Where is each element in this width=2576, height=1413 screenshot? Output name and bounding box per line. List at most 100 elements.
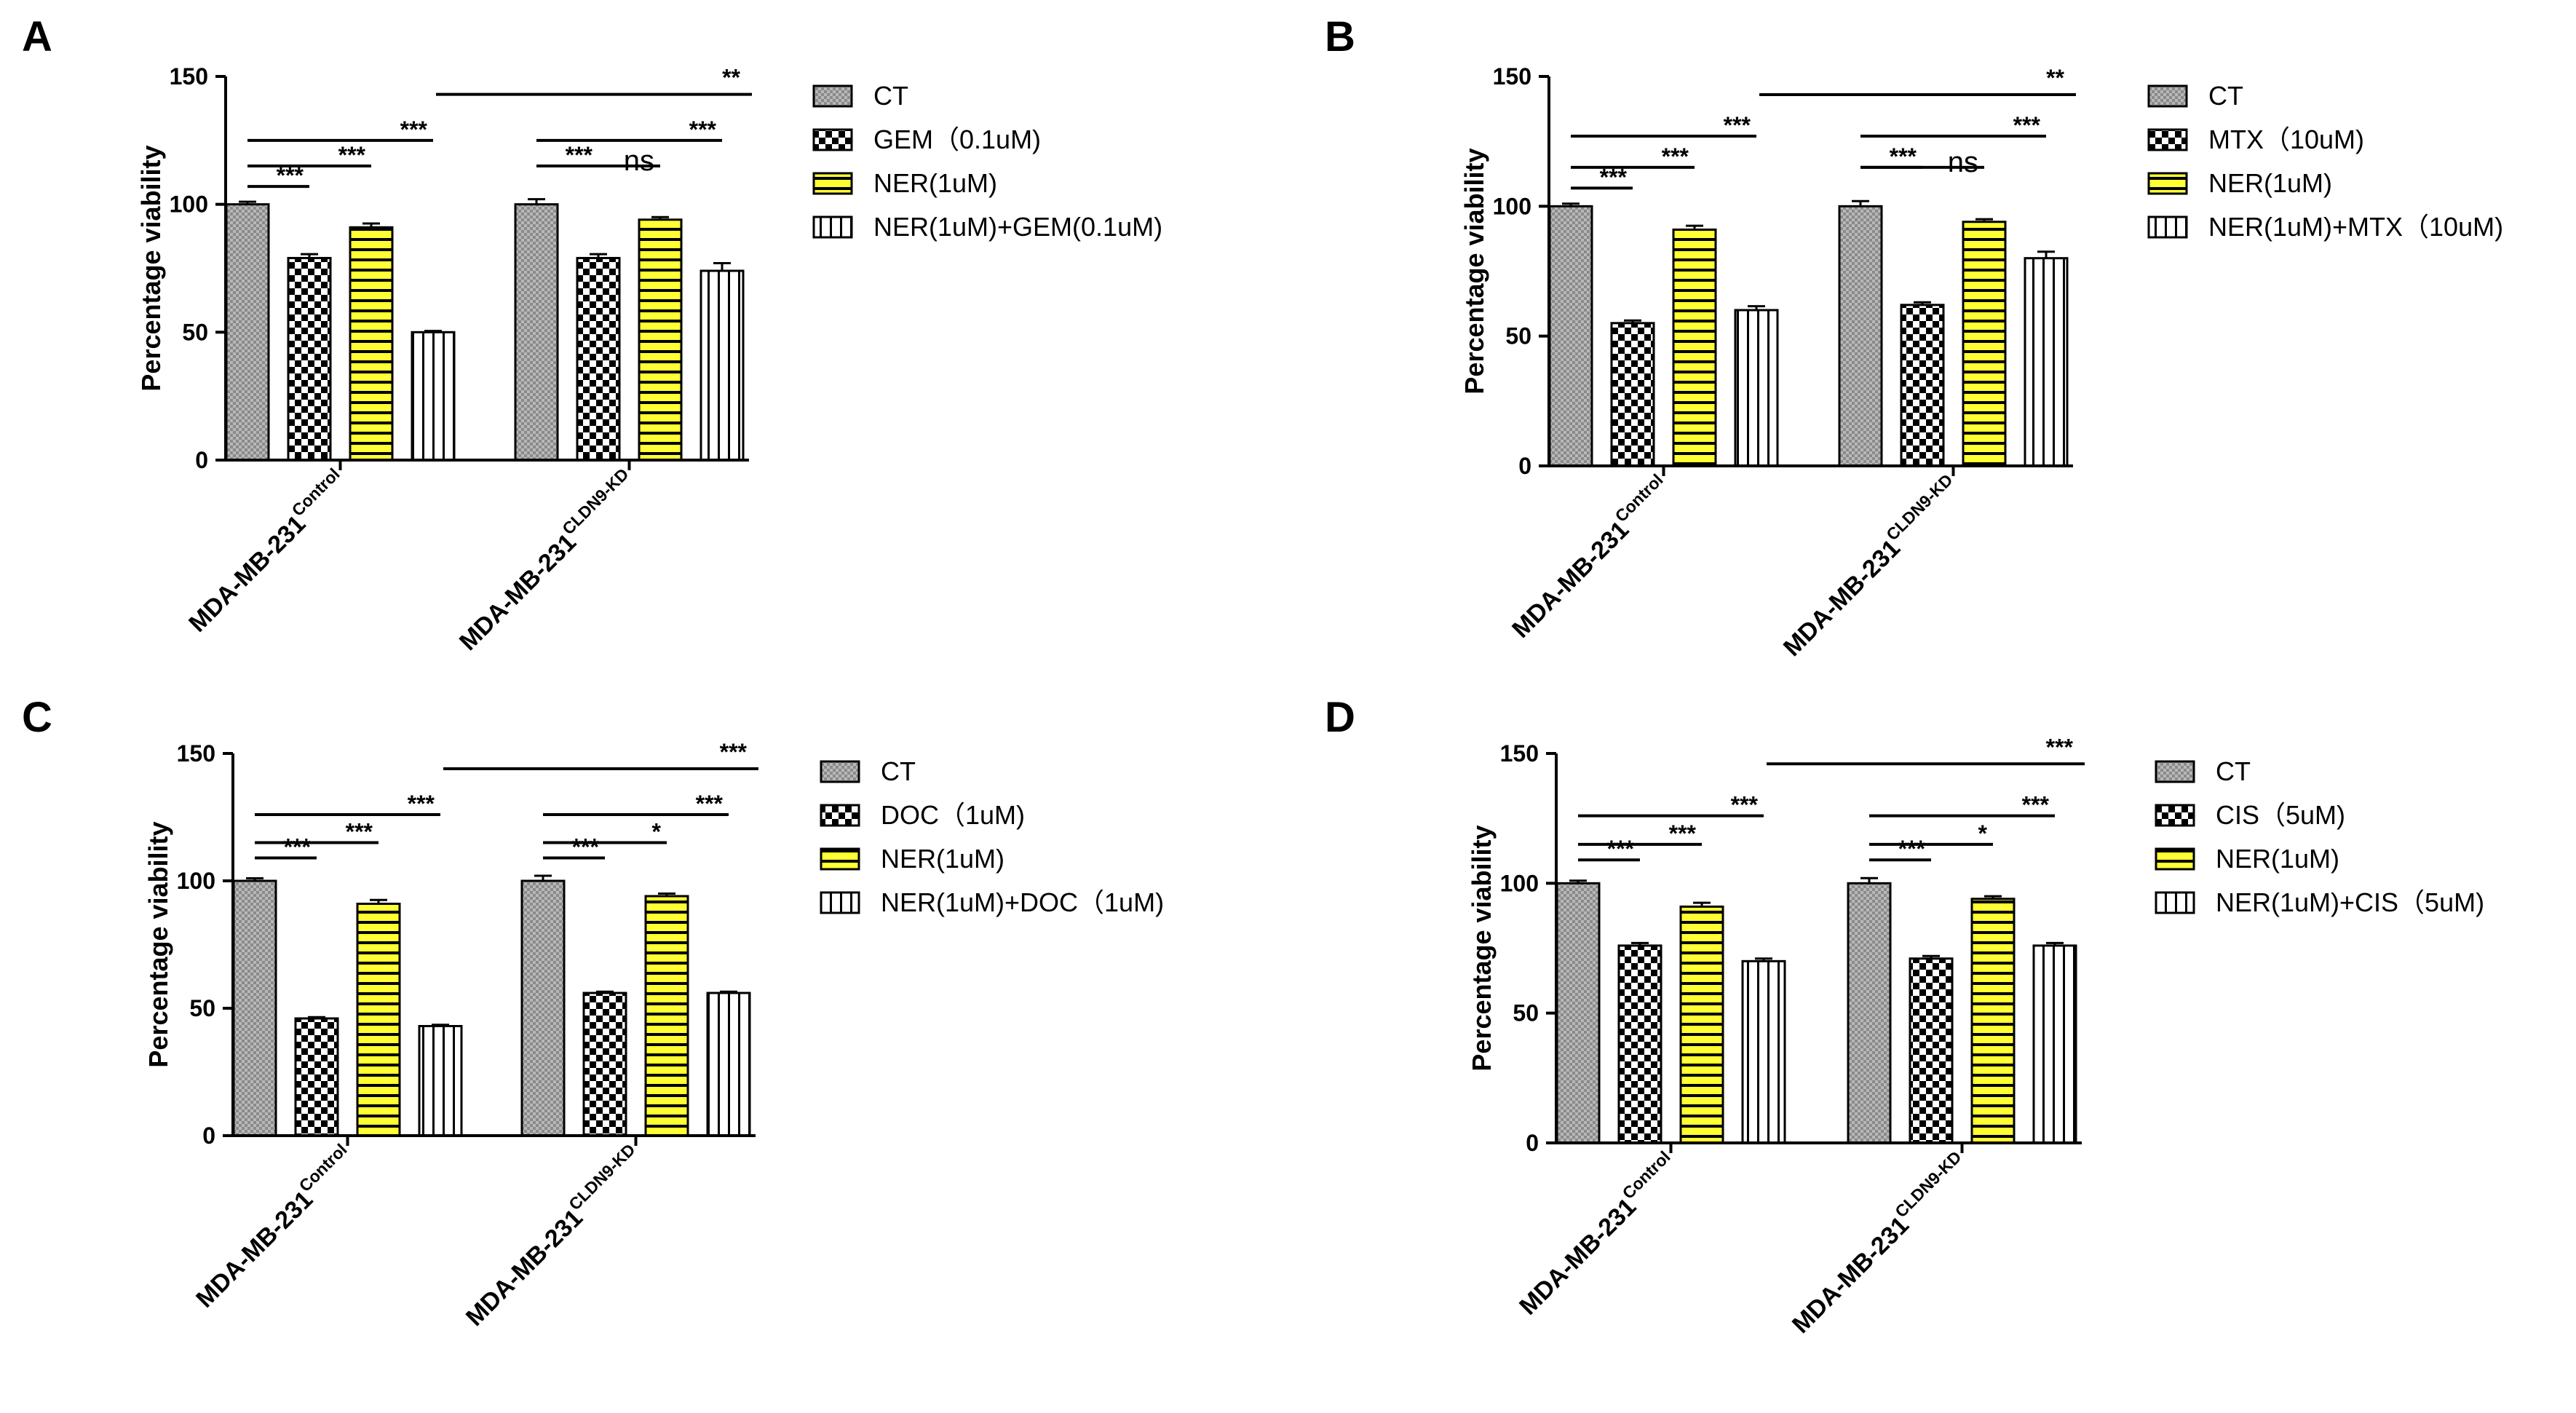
bar bbox=[349, 226, 394, 462]
bar bbox=[294, 1017, 339, 1137]
y-tick-label: 150 bbox=[177, 740, 215, 767]
significance-label: *** bbox=[408, 791, 435, 817]
y-tick-label: 150 bbox=[1493, 63, 1531, 90]
bar bbox=[418, 1025, 463, 1137]
significance-label: ns bbox=[1948, 146, 1978, 178]
group-label-superscript: Control bbox=[296, 1140, 351, 1195]
bar bbox=[1610, 322, 1655, 467]
significance-label: *** bbox=[720, 739, 748, 765]
legend-label: NER(1uM) bbox=[2216, 844, 2339, 874]
legend-label: NER(1uM)+CIS（5uM) bbox=[2216, 887, 2484, 917]
significance-label: *** bbox=[689, 116, 717, 143]
group-label: MDA-MB-231CLDN9-KD bbox=[1783, 1147, 1975, 1339]
legend-swatch bbox=[820, 847, 860, 871]
y-tick-label: 0 bbox=[1518, 453, 1531, 479]
panel-letter: C bbox=[22, 694, 52, 741]
legend-swatch bbox=[2147, 215, 2188, 239]
legend-label: GEM（0.1uM) bbox=[873, 124, 1041, 154]
significance-label: * bbox=[1978, 820, 1988, 847]
legend-swatch bbox=[2147, 84, 2188, 108]
y-tick-label: 100 bbox=[177, 868, 215, 894]
significance-label: *** bbox=[1724, 112, 1751, 138]
bar bbox=[2032, 944, 2077, 1144]
group-label-base: MDA-MB-231 bbox=[1507, 516, 1634, 644]
panel-letter: B bbox=[1325, 13, 1355, 60]
bar bbox=[1555, 882, 1601, 1144]
bar bbox=[706, 992, 751, 1137]
bar bbox=[1679, 905, 1724, 1144]
legend-label: CT bbox=[873, 81, 908, 111]
legend-label: NER(1uM) bbox=[881, 844, 1004, 874]
bar bbox=[700, 269, 745, 462]
bar bbox=[287, 256, 332, 462]
legend-label: DOC（1uM) bbox=[881, 800, 1025, 830]
legend-swatch bbox=[820, 804, 860, 827]
panel-a: A 0 50 100 150 Percentage viability MDA-MB-231… bbox=[22, 13, 1162, 656]
legend-swatch bbox=[812, 128, 853, 151]
group-label: MDA-MB-231CLDN9-KD bbox=[1775, 470, 1966, 662]
legend-swatch bbox=[2147, 128, 2188, 151]
group-label: MDA-MB-231CLDN9-KD bbox=[451, 464, 642, 656]
bar bbox=[1672, 228, 1717, 467]
group-label: MDA-MB-231Control bbox=[1503, 470, 1676, 644]
legend-label: MTX（10uM) bbox=[2208, 124, 2364, 154]
y-tick-label: 0 bbox=[1526, 1130, 1539, 1156]
legend-swatch bbox=[2155, 804, 2195, 827]
significance-label: *** bbox=[1607, 836, 1635, 862]
y-tick-label: 100 bbox=[1500, 870, 1539, 896]
y-axis-label: Percentage viability bbox=[1459, 148, 1489, 394]
bar bbox=[638, 218, 683, 462]
panel-letter: A bbox=[22, 13, 52, 60]
y-axis-label: Percentage viability bbox=[143, 821, 173, 1067]
group-label-superscript: Control bbox=[288, 464, 344, 520]
bar bbox=[232, 879, 277, 1137]
legend-label: NER(1uM)+MTX（10uM) bbox=[2208, 212, 2503, 242]
bar bbox=[1962, 221, 2007, 467]
group-label-base: MDA-MB-231 bbox=[183, 510, 311, 638]
y-tick-label: 0 bbox=[195, 447, 208, 473]
bar bbox=[411, 331, 456, 462]
significance-label: *** bbox=[346, 819, 373, 845]
legend-swatch bbox=[2147, 172, 2188, 195]
legend-label: NER(1uM)+DOC（1uM) bbox=[881, 887, 1164, 917]
group-label-superscript: CLDN9-KD bbox=[558, 464, 633, 539]
legend-label: CT bbox=[881, 756, 916, 786]
significance-label: ** bbox=[722, 65, 740, 91]
group-label: MDA-MB-231Control bbox=[180, 464, 353, 638]
panel-letter: D bbox=[1325, 694, 1355, 741]
significance-label: *** bbox=[696, 791, 724, 817]
legend-swatch bbox=[2155, 760, 2195, 783]
legend-swatch bbox=[820, 760, 860, 783]
panel-d: D 0 50 100 150 Percentage viability MDA-MB-231… bbox=[1325, 694, 2484, 1339]
bar bbox=[582, 992, 627, 1137]
legend-swatch bbox=[2155, 847, 2195, 871]
significance-label: *** bbox=[400, 116, 428, 143]
significance-label: *** bbox=[566, 142, 593, 168]
bar bbox=[1909, 957, 1954, 1144]
legend-swatch bbox=[812, 172, 853, 195]
legend-swatch bbox=[2155, 891, 2195, 914]
group-label: MDA-MB-231Control bbox=[187, 1140, 360, 1313]
legend-label: CT bbox=[2216, 756, 2251, 786]
y-tick-label: 50 bbox=[182, 319, 208, 345]
legend-swatch bbox=[820, 891, 860, 914]
significance-label: *** bbox=[1662, 143, 1689, 170]
y-tick-label: 50 bbox=[189, 995, 215, 1021]
y-tick-label: 50 bbox=[1513, 1000, 1539, 1026]
bar bbox=[356, 903, 401, 1137]
significance-label: *** bbox=[572, 834, 600, 860]
significance-label: *** bbox=[2013, 112, 2041, 138]
panel-c: C 0 50 100 150 Percentage viability MDA-MB-231… bbox=[22, 694, 1164, 1331]
group-label-superscript: Control bbox=[1612, 470, 1667, 526]
group-label-base: MDA-MB-231 bbox=[461, 1204, 588, 1331]
bar bbox=[1548, 205, 1593, 467]
group-label-base: MDA-MB-231 bbox=[454, 529, 582, 656]
legend-label: CT bbox=[2208, 81, 2243, 111]
group-label: MDA-MB-231Control bbox=[1510, 1147, 1684, 1321]
legend-swatch bbox=[812, 215, 853, 239]
group-label-superscript: Control bbox=[1619, 1147, 1674, 1203]
significance-label: *** bbox=[1669, 820, 1697, 847]
y-axis-label: Percentage viability bbox=[1467, 825, 1497, 1071]
bar bbox=[2024, 257, 2069, 467]
